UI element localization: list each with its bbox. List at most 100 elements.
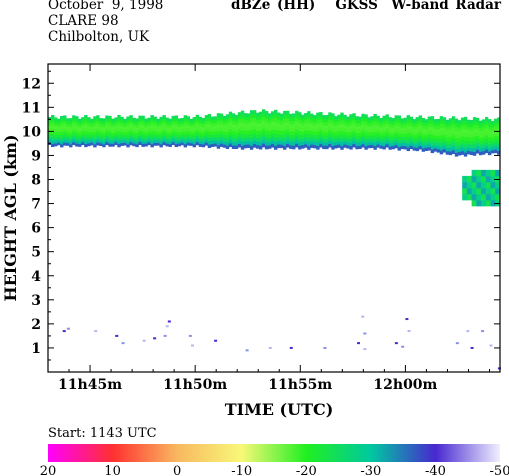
echo-cell (412, 147, 417, 151)
echo-cell (274, 113, 278, 119)
echo-cell (267, 116, 272, 121)
echo-cell (412, 122, 417, 126)
echo-cell (466, 193, 473, 201)
echo-cell (304, 137, 308, 141)
echo-cell (476, 187, 482, 195)
echo-cell (219, 126, 224, 131)
echo-cell (466, 133, 471, 138)
echo-cell (487, 144, 492, 149)
echo-cell (249, 129, 254, 135)
echo-cell (99, 129, 103, 133)
echo-cell (462, 181, 468, 189)
echo-cell (340, 123, 344, 128)
echo-cell (51, 121, 55, 125)
echo-cell (87, 137, 91, 141)
echo-cell (391, 133, 395, 137)
echo-cell (264, 137, 269, 142)
echo-cell (466, 143, 471, 148)
echo-cell (433, 141, 438, 146)
echo-cell (255, 134, 260, 138)
echo-cell (240, 137, 245, 142)
echo-cell (99, 140, 103, 144)
echo-cell (313, 134, 317, 139)
echo-cell (496, 124, 501, 129)
echo-cell (93, 119, 97, 123)
echo-cell (382, 139, 386, 143)
echo-cell (114, 125, 118, 129)
echo-cell (96, 127, 100, 131)
echo-cell (213, 116, 218, 120)
echo-cell (162, 118, 166, 122)
echo-cell (132, 140, 136, 144)
echo-cell (111, 140, 115, 144)
y-tick-label: 11 (22, 100, 41, 116)
echo-cell (325, 135, 329, 140)
echo-cell (451, 119, 456, 125)
echo-cell (240, 133, 245, 139)
echo-cell (177, 137, 181, 141)
echo-cell (126, 143, 130, 148)
echo-cell (144, 137, 148, 141)
echo-cell (471, 193, 477, 201)
echo-cell (216, 144, 221, 149)
echo-cell (472, 140, 477, 145)
echo-cell (439, 135, 444, 140)
echo-cell (267, 134, 272, 139)
echo-cell (313, 121, 317, 126)
echo-cell (201, 123, 206, 128)
echo-cell (343, 114, 347, 119)
echo-cell (476, 169, 482, 177)
echo-cell (487, 136, 492, 141)
echo-cell (63, 130, 67, 134)
echo-cell (225, 138, 230, 143)
echo-cell (487, 151, 492, 156)
echo-cell (469, 151, 474, 156)
echo-cell (307, 130, 311, 135)
echo-cell (313, 144, 317, 149)
noise-echo (268, 346, 272, 349)
echo-cell (204, 130, 209, 134)
echo-cell (484, 145, 489, 150)
echo-cell (156, 132, 160, 136)
echo-cell (373, 128, 377, 133)
echo-cell (313, 141, 317, 146)
echo-cell (433, 119, 438, 123)
echo-cell (397, 118, 401, 123)
echo-cell (237, 140, 242, 145)
echo-cell (280, 144, 284, 149)
echo-cell (144, 129, 148, 133)
echo-cell (198, 116, 203, 121)
echo-cell (487, 140, 492, 145)
echo-cell (246, 123, 251, 128)
echo-cell (496, 132, 501, 137)
echo-cell (261, 116, 266, 121)
echo-cell (301, 121, 305, 126)
echo-cell (466, 187, 473, 195)
echo-cell (485, 175, 491, 183)
echo-cell (448, 132, 453, 137)
echo-cell (108, 118, 112, 123)
echo-cell (222, 134, 227, 139)
echo-cell (72, 132, 76, 137)
echo-cell (385, 137, 389, 142)
echo-cell (418, 125, 423, 130)
echo-cell (334, 141, 338, 146)
noise-echo (94, 330, 98, 333)
echo-cell (283, 133, 287, 139)
echo-cell (183, 137, 188, 142)
echo-cell (69, 138, 73, 142)
echo-cell (270, 118, 275, 123)
echo-cell (340, 138, 344, 143)
echo-cell (93, 122, 97, 126)
echo-cell (319, 140, 323, 144)
echo-cell (81, 133, 85, 137)
echo-cell (307, 145, 311, 150)
echo-cell (252, 121, 257, 126)
echo-cell (373, 117, 377, 122)
echo-cell (304, 112, 308, 117)
echo-cell (400, 142, 404, 147)
echo-cell (126, 119, 130, 124)
echo-cell (471, 199, 477, 207)
echo-cell (352, 136, 356, 141)
echo-cell (391, 130, 395, 134)
